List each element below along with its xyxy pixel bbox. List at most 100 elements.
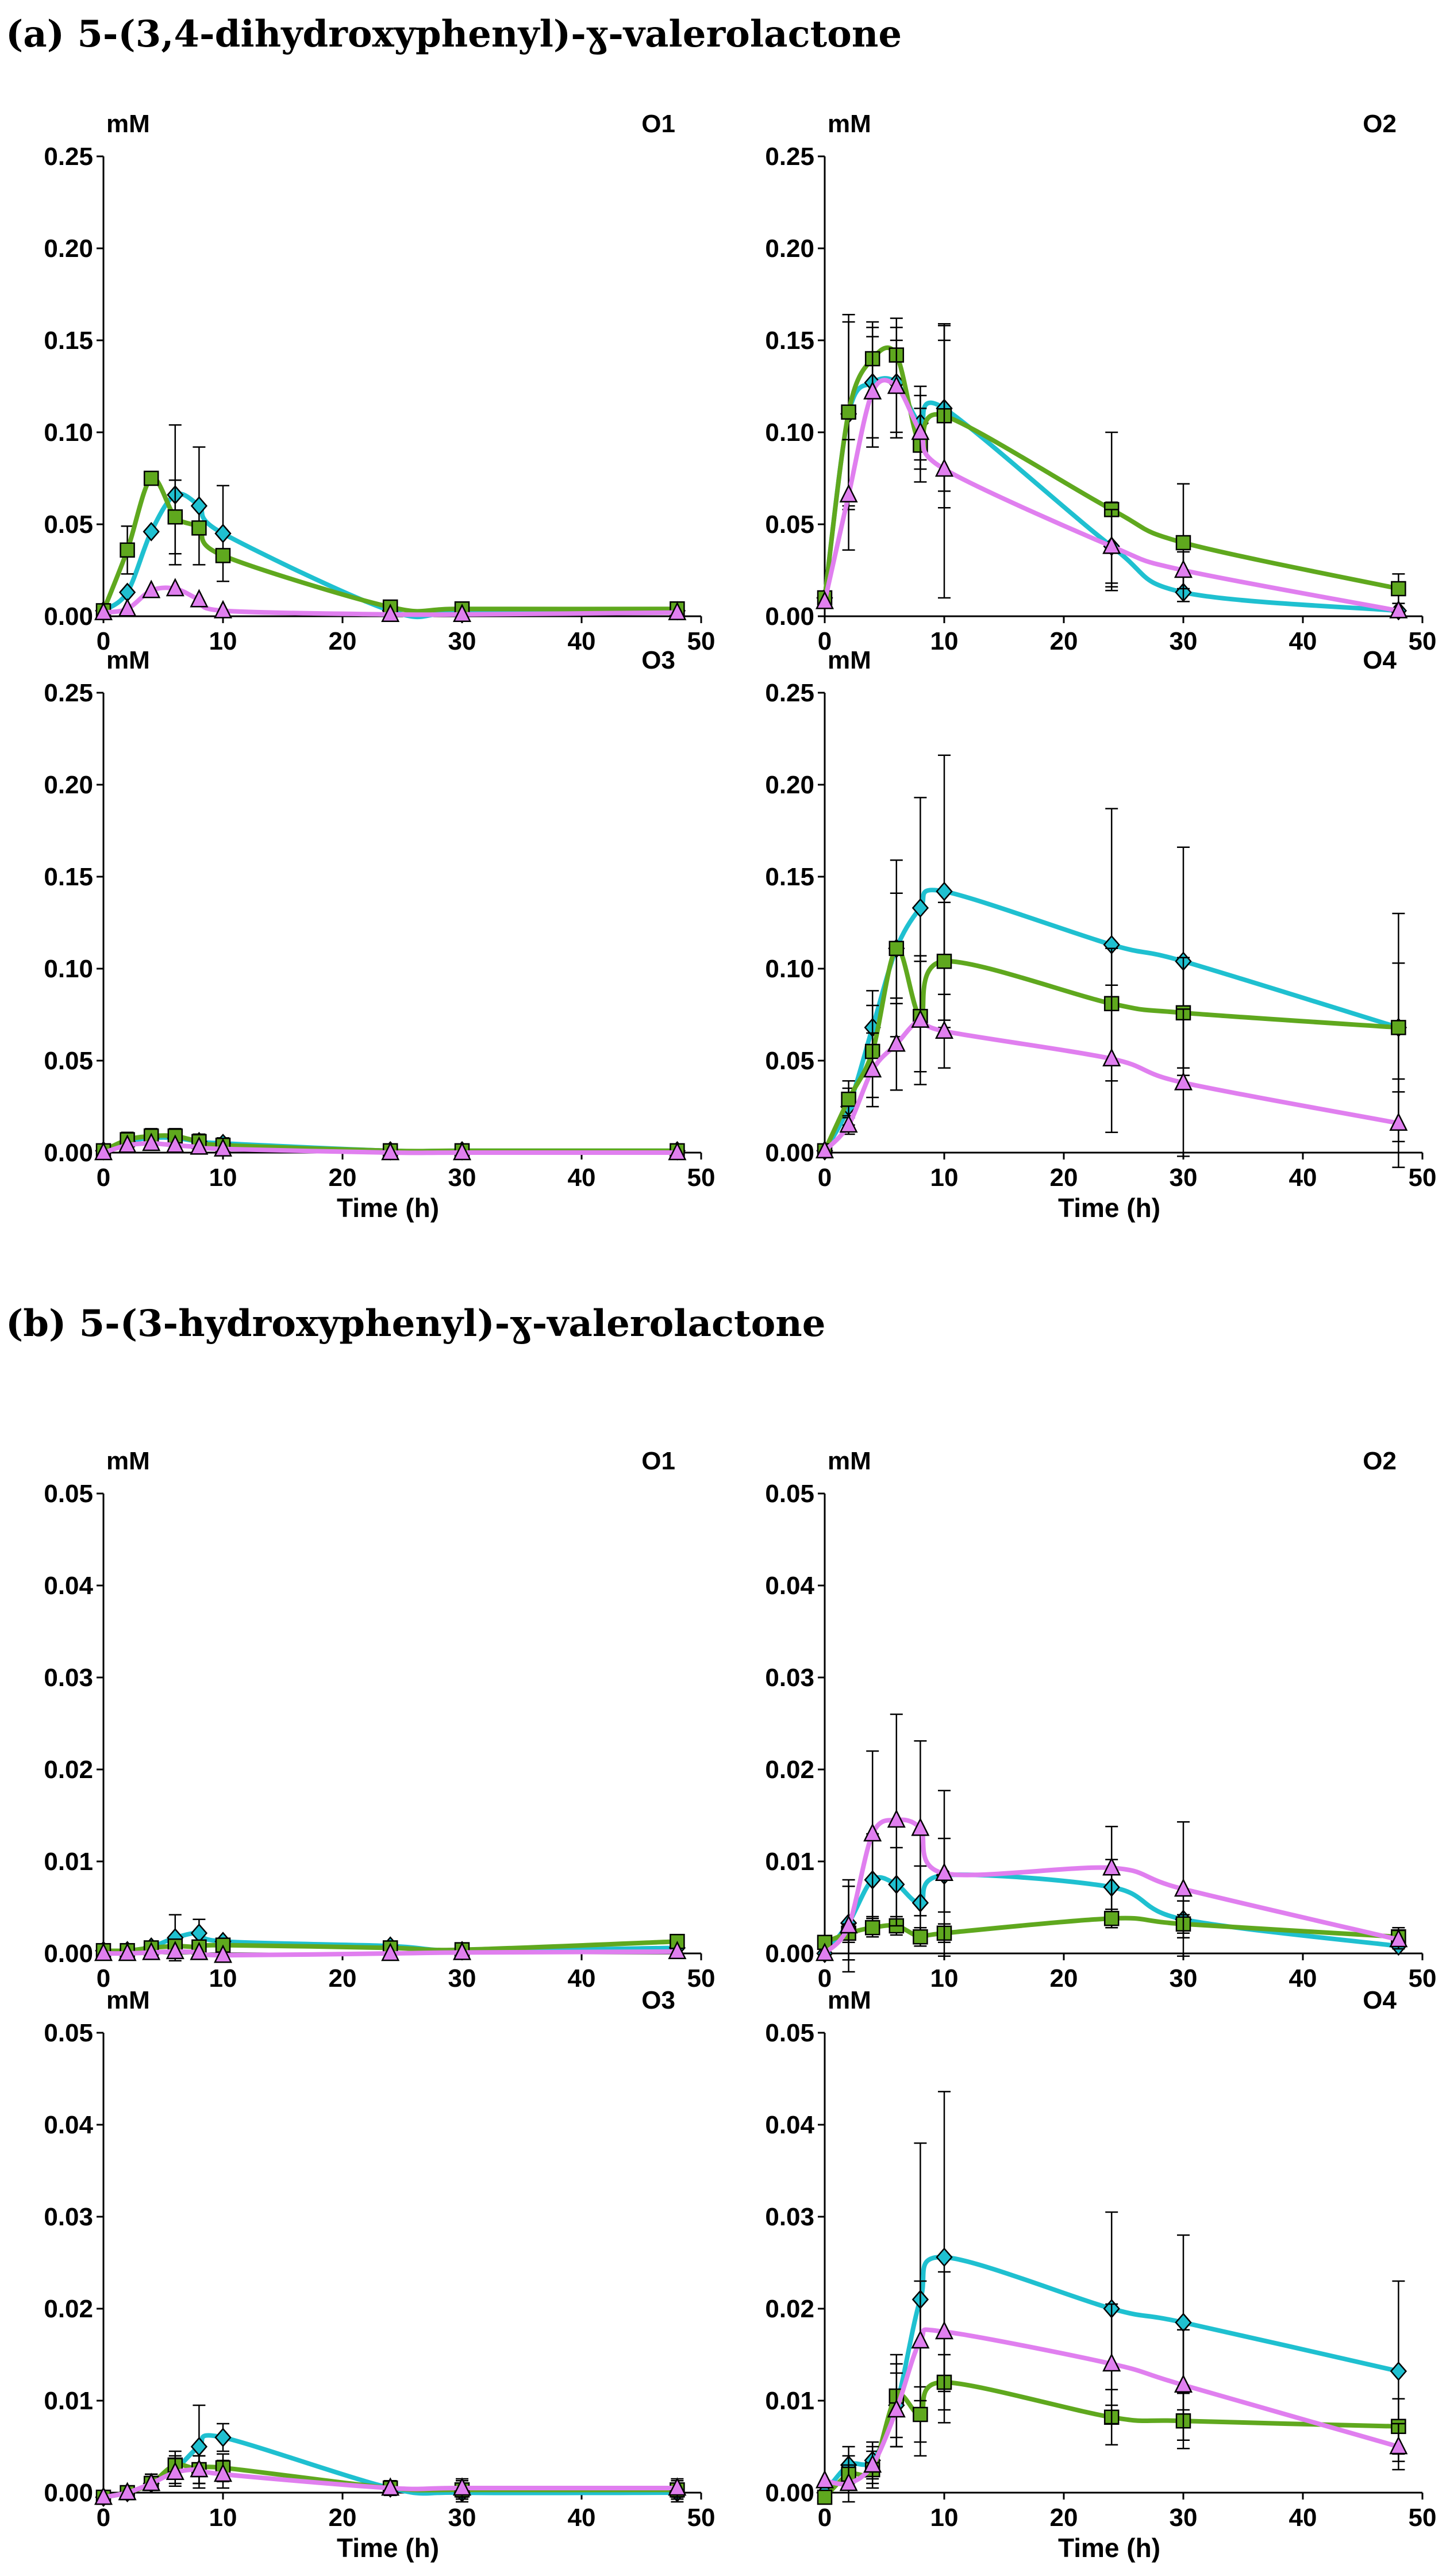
data-point-triangle: [863, 381, 882, 400]
x-tick-label: 10: [209, 1164, 237, 1192]
data-point-triangle: [452, 604, 472, 623]
data-point-triangle: [934, 458, 954, 477]
x-tick-label: 30: [1170, 2504, 1198, 2532]
data-point-square: [817, 2489, 833, 2505]
data-point-triangle: [934, 1863, 954, 1882]
data-point-triangle: [142, 579, 161, 598]
y-tick-label: 0.20: [765, 235, 814, 263]
data-point-triangle: [934, 1020, 954, 1039]
y-tick-label: 0.04: [765, 1572, 814, 1600]
x-tick-label: 50: [687, 1164, 716, 1192]
y-unit-label: mM: [828, 1447, 871, 1475]
data-point-square: [1391, 1020, 1406, 1035]
data-point-triangle: [381, 1942, 400, 1961]
y-tick-label: 0.01: [765, 2387, 814, 2415]
x-tick-label: 40: [568, 627, 596, 655]
series-magenta-triangle: [94, 1132, 687, 1161]
data-point-triangle: [911, 421, 930, 440]
y-tick-label: 0.20: [765, 771, 814, 799]
data-point-triangle: [911, 2330, 930, 2349]
y-tick-label: 0.05: [765, 1047, 814, 1075]
x-tick-label: 20: [1050, 627, 1078, 655]
y-tick-label: 0.25: [44, 679, 93, 707]
y-unit-label: mM: [828, 110, 871, 138]
data-point-diamond: [214, 524, 232, 543]
data-point-triangle: [863, 2454, 882, 2473]
y-tick-label: 0.00: [765, 602, 814, 631]
data-point-triangle: [1102, 2353, 1121, 2372]
data-point-triangle: [118, 2482, 137, 2501]
data-point-triangle: [190, 1136, 209, 1155]
y-tick-label: 0.00: [44, 1940, 93, 1968]
data-point-square: [841, 1091, 856, 1107]
data-point-triangle: [668, 1142, 687, 1161]
y-tick-label: 0.01: [765, 1848, 814, 1876]
data-point-triangle: [1174, 559, 1193, 578]
data-point-diamond: [143, 521, 160, 542]
data-point-triangle: [1174, 2374, 1193, 2393]
data-point-triangle: [166, 1941, 184, 1960]
y-unit-label: mM: [106, 1986, 150, 2014]
data-point-triangle: [118, 1134, 137, 1153]
y-tick-label: 0.25: [765, 679, 814, 707]
data-point-square: [1391, 581, 1406, 597]
data-point-triangle: [452, 1142, 472, 1161]
y-unit-label: mM: [828, 646, 871, 674]
y-tick-label: 0.05: [765, 510, 814, 539]
data-point-triangle: [94, 2486, 113, 2505]
y-tick-label: 0.04: [44, 1572, 93, 1600]
data-point-square: [913, 1929, 928, 1945]
x-tick-label: 0: [818, 2504, 832, 2532]
x-tick-label: 30: [448, 2504, 476, 2532]
y-tick-label: 0.00: [765, 1139, 814, 1167]
data-point-triangle: [668, 601, 687, 620]
x-tick-label: 20: [329, 627, 357, 655]
x-tick-label: 40: [568, 1164, 596, 1192]
x-tick-label: 20: [329, 1164, 357, 1192]
series-magenta-triangle: [94, 578, 687, 623]
x-tick-label: 20: [329, 2504, 357, 2532]
data-point-triangle: [166, 1134, 184, 1153]
y-tick-label: 0.25: [765, 143, 814, 171]
y-tick-label: 0.04: [44, 2111, 93, 2139]
y-tick-label: 0.15: [44, 327, 93, 355]
data-point-triangle: [887, 2399, 906, 2418]
series-magenta-triangle: [815, 1713, 1408, 1973]
x-tick-label: 30: [1170, 627, 1198, 655]
data-point-triangle: [190, 2459, 209, 2478]
y-tick-label: 0.10: [765, 955, 814, 983]
x-tick-label: 40: [1289, 1164, 1317, 1192]
x-tick-label: 30: [448, 1164, 476, 1192]
data-point-triangle: [839, 1915, 858, 1934]
data-point-triangle: [815, 2470, 834, 2489]
panel-label: O3: [641, 1986, 675, 2014]
y-unit-label: mM: [106, 646, 150, 674]
panel-label: O2: [1363, 110, 1397, 138]
panel-label: O4: [1363, 646, 1397, 674]
x-tick-label: 10: [209, 627, 237, 655]
y-tick-label: 0.10: [44, 955, 93, 983]
y-tick-label: 0.20: [44, 771, 93, 799]
y-tick-label: 0.00: [765, 2479, 814, 2507]
y-tick-label: 0.20: [44, 235, 93, 263]
chart-a-O3: 0.00 0.05 0.10 0.15 0.20 0.25 0 10 20 30 40 50 mM O3 T…: [44, 646, 715, 1223]
data-point-square: [936, 953, 952, 969]
x-tick-label: 10: [930, 1164, 959, 1192]
x-tick-label: 20: [1050, 2504, 1078, 2532]
data-point-triangle: [1102, 1048, 1121, 1067]
x-tick-label: 40: [1289, 627, 1317, 655]
data-point-triangle: [887, 1033, 906, 1052]
panel-label: O4: [1363, 1986, 1397, 2014]
x-tick-label: 0: [818, 1964, 832, 1993]
chart-b-O3: 0.00 0.01 0.02 0.03 0.04 0.05 0 10 20 30 40 50 mM O3 T…: [44, 1986, 715, 2563]
y-tick-label: 0.05: [765, 1480, 814, 1508]
x-tick-label: 0: [97, 1964, 110, 1993]
data-point-square: [1175, 535, 1191, 551]
chart-a-O2: 0.00 0.05 0.10 0.15 0.20 0.25 0 10 20 30 40 50 mM O2: [765, 110, 1436, 655]
x-tick-label: 50: [1409, 2504, 1437, 2532]
data-point-triangle: [863, 1823, 882, 1842]
data-point-triangle: [118, 1942, 137, 1961]
data-point-triangle: [1102, 535, 1121, 554]
data-point-triangle: [94, 1942, 113, 1961]
y-tick-label: 0.10: [44, 419, 93, 447]
